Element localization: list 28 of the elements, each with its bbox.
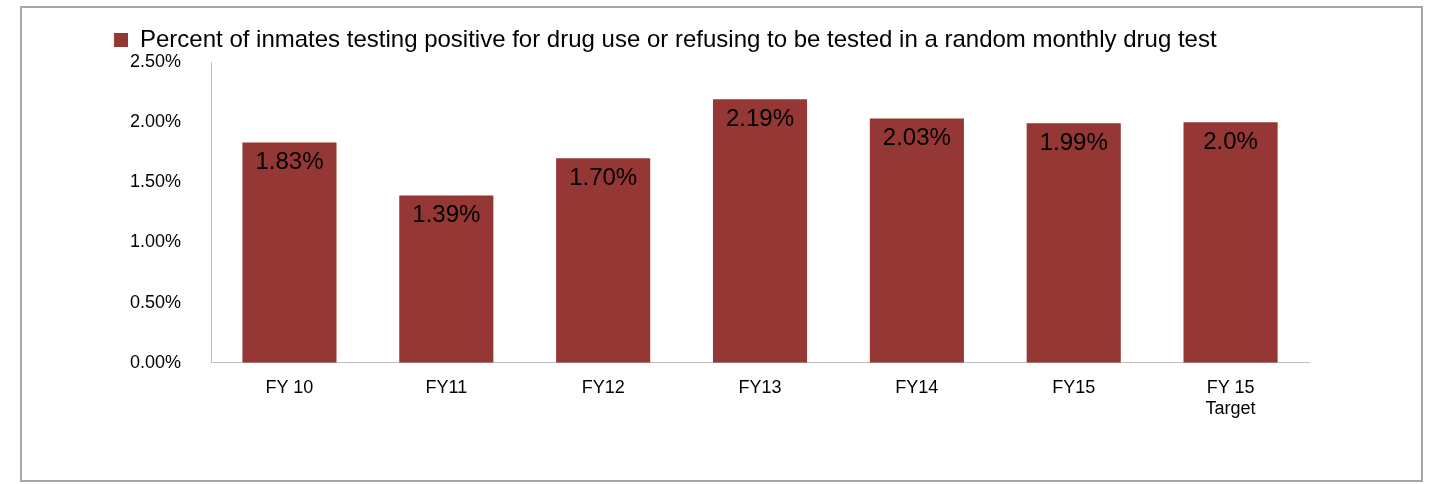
bar [1183,122,1278,363]
y-tick-label: 0.50% [129,291,182,312]
bar [556,158,651,363]
legend-label: Percent of inmates testing positive for drug use or refusing to be tested in a random monthly drug test [140,24,1217,52]
data-label: 2.0% [1203,126,1258,154]
x-tick-label: FY15 [1052,376,1096,397]
x-tick-label: FY14 [895,376,939,397]
y-tick-label: 1.00% [129,231,182,252]
bar [242,142,337,363]
data-label: 1.83% [255,147,324,175]
data-label: 2.03% [882,123,951,151]
bar [869,118,964,363]
bar [1026,123,1121,363]
data-label: 1.99% [1039,127,1108,155]
x-tick-label: FY 10 [265,376,314,397]
data-label: 2.19% [725,103,795,131]
y-tick-label: 1.50% [129,171,182,192]
x-tick-label: FY 15 Target [1205,376,1256,419]
y-tick-label: 0.00% [129,351,182,372]
bar [712,99,808,363]
data-label: 1.39% [412,200,481,228]
y-tick-label: 2.00% [129,111,182,132]
x-tick-label: FY12 [581,376,625,397]
bar [399,195,494,363]
x-tick-label: FY11 [425,376,468,397]
x-tick-label: FY13 [738,376,782,397]
data-label: 1.70% [569,162,638,190]
y-tick-label: 2.50% [129,50,182,71]
